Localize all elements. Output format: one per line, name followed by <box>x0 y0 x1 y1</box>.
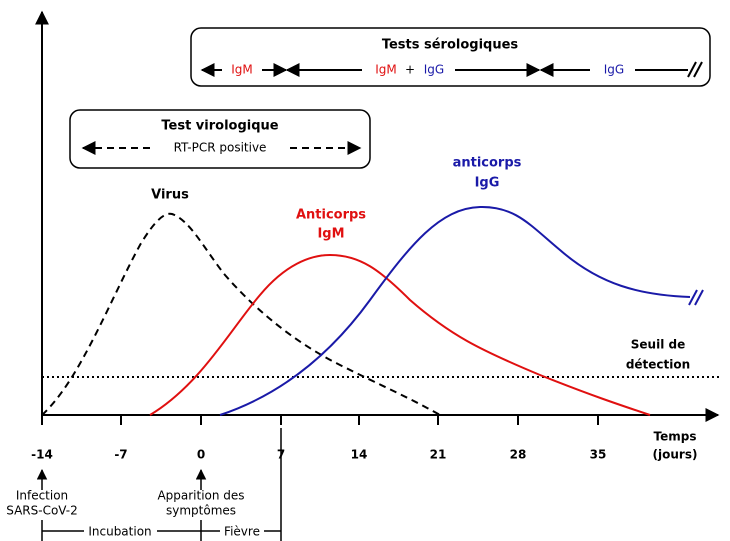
virus-label: Virus <box>151 188 189 203</box>
serology-title: Tests sérologiques <box>382 38 519 53</box>
x-tick-label: 28 <box>510 448 527 462</box>
serology-segment: IgM <box>375 63 397 77</box>
virology-box <box>69 109 371 169</box>
event-label: Apparition des <box>157 489 244 503</box>
serology-segment: + <box>405 63 415 77</box>
serology-segment: IgG <box>604 63 624 77</box>
x-tick-label: -7 <box>114 448 127 462</box>
x-axis-label: Temps <box>654 430 697 444</box>
period-label: Fièvre <box>224 525 260 539</box>
igm-curve <box>149 253 651 416</box>
virology-title: Test virologique <box>161 119 278 134</box>
event-label: SARS-CoV-2 <box>6 504 78 518</box>
x-ticks <box>41 415 599 425</box>
event-label: symptômes <box>166 504 236 518</box>
threshold-text: Seuil de <box>631 338 685 352</box>
x-tick-label: -14 <box>31 448 53 462</box>
serology-arrows <box>200 61 703 78</box>
x-tick-label: 0 <box>197 448 205 462</box>
threshold-label: Seuil de détection <box>626 338 690 372</box>
igg-curve <box>219 205 691 416</box>
threshold-text: détection <box>626 358 690 372</box>
serology-segment: IgM <box>231 63 253 77</box>
virology-label: RT-PCR positive <box>174 141 267 155</box>
igm-label: IgM <box>317 227 344 242</box>
x-tick-label: 14 <box>351 448 368 462</box>
period-label: Incubation <box>88 525 151 539</box>
axes <box>35 10 720 422</box>
virus-curve <box>41 212 441 416</box>
event-markers <box>36 428 282 541</box>
x-tick-label: 21 <box>430 448 447 462</box>
x-tick-label: 35 <box>590 448 607 462</box>
event-label: Infection <box>16 489 68 503</box>
serology-box <box>190 27 711 87</box>
break-mark <box>688 289 704 306</box>
igg-label: IgG <box>475 176 500 191</box>
igg-label: anticorps <box>453 156 522 171</box>
x-axis-label: (jours) <box>653 448 698 462</box>
serology-segment: IgG <box>424 63 444 77</box>
x-tick-labels: -14 -7 0 7 14 21 28 35 Temps (jours) <box>31 430 697 462</box>
igm-label: Anticorps <box>296 208 366 223</box>
